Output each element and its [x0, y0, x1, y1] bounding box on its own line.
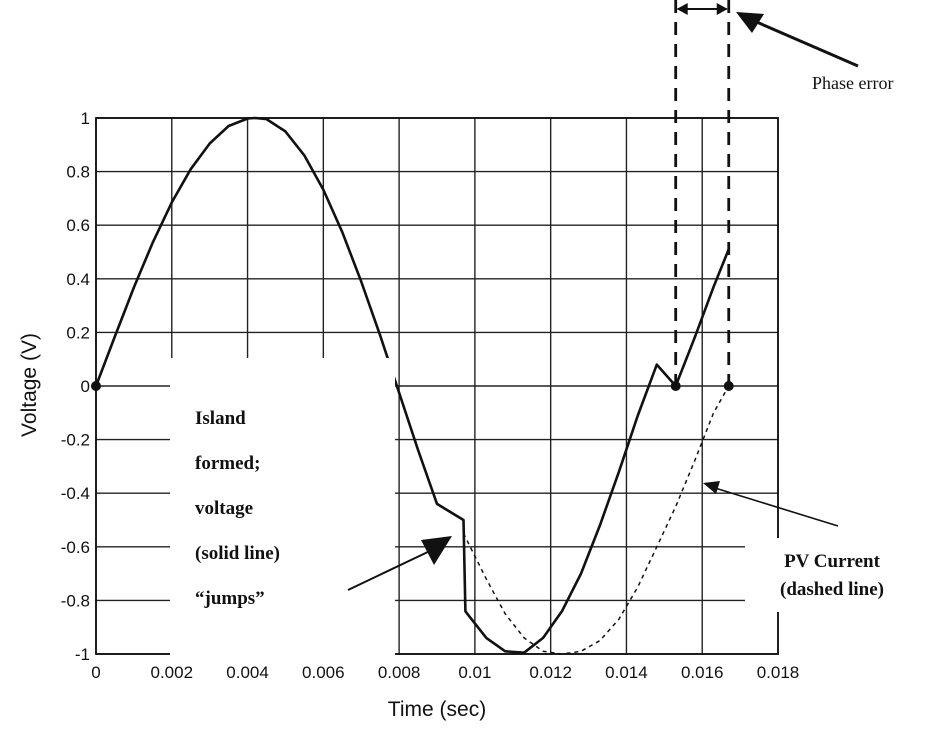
phase-error-pointer-line: [751, 18, 859, 68]
y-tick-label: 0.8: [66, 163, 90, 182]
y-tick-label: -0.2: [61, 431, 90, 450]
x-tick-label: 0.01: [458, 663, 491, 682]
x-tick-label: 0.004: [226, 663, 269, 682]
y-tick-label: -1: [75, 645, 90, 664]
x-axis-label: Time (sec): [388, 698, 486, 721]
phase-error-label: Phase error: [812, 73, 893, 93]
ticks-group: 0 0.002 0.004 0.006 0.008 0.01 0.012 0.014 0.016…: [61, 109, 800, 682]
pv-annotation-line: PV Current: [784, 551, 881, 572]
island-annotation-line: voltage: [195, 498, 253, 519]
voltage-line: [94, 116, 730, 655]
x-tick-label: 0.002: [151, 663, 194, 682]
y-tick-label: 0.6: [66, 216, 90, 235]
island-annotation-box: [170, 358, 395, 658]
pv-arrow-line: [714, 487, 839, 527]
x-tick-label: 0.008: [378, 663, 421, 682]
island-annotation-line: (solid line): [195, 543, 280, 564]
zero-crossing-marker: [91, 381, 101, 391]
y-tick-label: -0.8: [61, 591, 90, 610]
x-tick-label: 0.006: [302, 663, 345, 682]
pv-arrow-head: [703, 481, 720, 494]
x-tick-label: 0.018: [757, 663, 800, 682]
x-tick-label: 0.012: [529, 663, 572, 682]
island-annotation-line: “jumps”: [195, 588, 265, 609]
series-group: [94, 116, 730, 655]
y-tick-label: 1: [81, 109, 90, 128]
island-annotation-line: Island: [195, 408, 246, 429]
x-tick-label: 0: [91, 663, 100, 682]
x-tick-label: 0.014: [605, 663, 648, 682]
annotations-group: Island formed; voltage (solid line) “jumps” P…: [170, 0, 920, 658]
y-tick-label: -0.6: [61, 538, 90, 557]
y-tick-label: 0.4: [66, 270, 90, 289]
island-annotation-line: formed;: [195, 453, 260, 474]
phase-error-pointer-head: [736, 12, 764, 33]
pv-annotation-box: [745, 538, 920, 612]
pv-annotation-line: (dashed line): [780, 579, 884, 600]
y-tick-label: -0.4: [61, 484, 90, 503]
jump-arrow-head: [421, 536, 452, 565]
pv-current-line: [462, 385, 730, 655]
phase-error-arrow-left: [676, 3, 688, 15]
phase-error-arrow-right: [716, 3, 728, 15]
jump-arrow-line: [347, 549, 433, 591]
y-tick-label: 0: [81, 377, 90, 396]
y-axis-label: Voltage (V): [18, 333, 41, 437]
y-tick-label: 0.2: [66, 323, 90, 342]
x-tick-label: 0.016: [681, 663, 724, 682]
